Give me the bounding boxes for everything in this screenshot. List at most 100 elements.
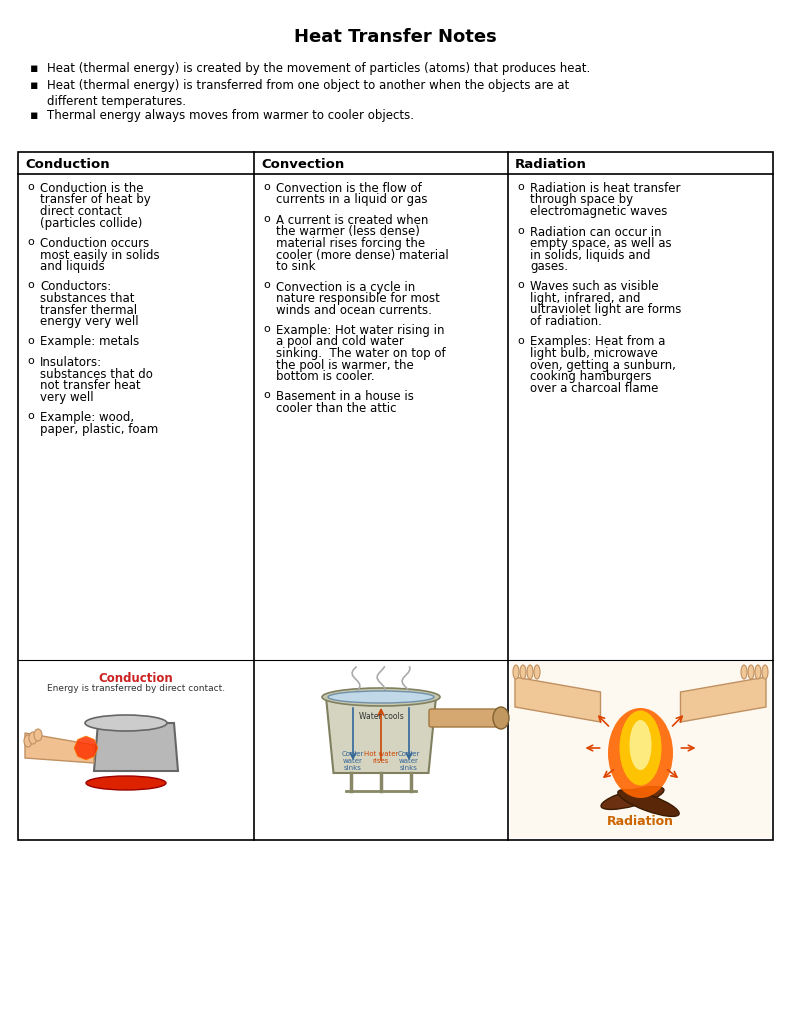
Text: transfer thermal: transfer thermal xyxy=(40,303,137,316)
Polygon shape xyxy=(515,677,600,722)
Polygon shape xyxy=(326,697,436,773)
Text: o: o xyxy=(263,214,270,224)
Ellipse shape xyxy=(608,708,673,798)
Text: Waves such as visible: Waves such as visible xyxy=(530,281,659,294)
Text: Conduction: Conduction xyxy=(99,672,173,685)
Ellipse shape xyxy=(527,665,533,679)
Text: Water cools: Water cools xyxy=(358,712,403,721)
Text: Heat (thermal energy) is created by the movement of particles (atoms) that produ: Heat (thermal energy) is created by the … xyxy=(47,62,590,75)
Text: Radiation: Radiation xyxy=(607,815,674,828)
Ellipse shape xyxy=(619,711,661,785)
Text: in solids, liquids and: in solids, liquids and xyxy=(530,249,650,261)
Text: Heat (thermal energy) is transferred from one object to another when the objects: Heat (thermal energy) is transferred fro… xyxy=(47,79,570,109)
Text: Examples: Heat from a: Examples: Heat from a xyxy=(530,336,665,348)
Text: Radiation: Radiation xyxy=(515,158,587,171)
Text: paper, plastic, foam: paper, plastic, foam xyxy=(40,423,158,435)
Text: ▪: ▪ xyxy=(30,62,39,75)
Text: ▪: ▪ xyxy=(30,109,39,122)
Bar xyxy=(18,152,773,840)
Text: transfer of heat by: transfer of heat by xyxy=(40,194,151,207)
Text: o: o xyxy=(517,182,524,193)
Text: empty space, as well as: empty space, as well as xyxy=(530,237,672,250)
Text: Example: wood,: Example: wood, xyxy=(40,411,134,424)
Text: substances that do: substances that do xyxy=(40,368,153,381)
Text: bottom is cooler.: bottom is cooler. xyxy=(276,370,375,383)
Text: o: o xyxy=(263,281,270,291)
Text: Energy is transferred by direct contact.: Energy is transferred by direct contact. xyxy=(47,684,225,693)
Text: most easily in solids: most easily in solids xyxy=(40,249,160,261)
Polygon shape xyxy=(25,733,94,763)
Text: Example: Hot water rising in: Example: Hot water rising in xyxy=(276,324,445,337)
Ellipse shape xyxy=(322,688,440,706)
Ellipse shape xyxy=(520,665,526,679)
Text: o: o xyxy=(27,182,34,193)
Text: Cooler
water
sinks: Cooler water sinks xyxy=(398,751,420,771)
Polygon shape xyxy=(680,677,766,722)
Bar xyxy=(20,662,252,838)
Bar xyxy=(510,662,771,838)
Text: through space by: through space by xyxy=(530,194,633,207)
Text: electromagnetic waves: electromagnetic waves xyxy=(530,205,668,218)
Text: sinking.  The water on top of: sinking. The water on top of xyxy=(276,347,445,360)
Ellipse shape xyxy=(328,691,434,703)
Text: o: o xyxy=(27,237,34,247)
Text: (particles collide): (particles collide) xyxy=(40,216,142,229)
Text: cooler than the attic: cooler than the attic xyxy=(276,402,396,415)
FancyBboxPatch shape xyxy=(429,709,498,727)
Text: ultraviolet light are forms: ultraviolet light are forms xyxy=(530,303,681,316)
Text: Basement in a house is: Basement in a house is xyxy=(276,390,414,403)
Text: Convection is the flow of: Convection is the flow of xyxy=(276,182,422,195)
Text: direct contact: direct contact xyxy=(40,205,122,218)
Text: o: o xyxy=(27,281,34,291)
Ellipse shape xyxy=(513,665,519,679)
Text: material rises forcing the: material rises forcing the xyxy=(276,237,425,250)
Ellipse shape xyxy=(86,776,166,790)
Ellipse shape xyxy=(741,665,747,679)
Text: Convection: Convection xyxy=(261,158,344,171)
Text: o: o xyxy=(263,324,270,334)
Text: o: o xyxy=(263,390,270,400)
Text: cooking hamburgers: cooking hamburgers xyxy=(530,370,652,383)
Text: Example: metals: Example: metals xyxy=(40,336,139,348)
Text: Radiation can occur in: Radiation can occur in xyxy=(530,225,661,239)
Text: Conductors:: Conductors: xyxy=(40,281,112,294)
Text: o: o xyxy=(263,182,270,193)
Text: o: o xyxy=(27,336,34,345)
Text: Cooler
water
sinks: Cooler water sinks xyxy=(342,751,364,771)
Ellipse shape xyxy=(24,735,32,746)
Ellipse shape xyxy=(534,665,540,679)
Polygon shape xyxy=(94,723,178,771)
Text: currents in a liquid or gas: currents in a liquid or gas xyxy=(276,194,427,207)
Text: A current is created when: A current is created when xyxy=(276,214,429,227)
Text: winds and ocean currents.: winds and ocean currents. xyxy=(276,303,432,316)
Text: Heat Transfer Notes: Heat Transfer Notes xyxy=(294,28,497,46)
Text: ▪: ▪ xyxy=(30,79,39,92)
Text: Conduction is the: Conduction is the xyxy=(40,182,143,195)
Text: energy very well: energy very well xyxy=(40,315,138,328)
Text: of radiation.: of radiation. xyxy=(530,315,602,328)
Ellipse shape xyxy=(85,715,167,731)
Text: a pool and cold water: a pool and cold water xyxy=(276,336,404,348)
Text: o: o xyxy=(27,411,34,421)
Text: cooler (more dense) material: cooler (more dense) material xyxy=(276,249,448,261)
Ellipse shape xyxy=(29,732,37,744)
Text: o: o xyxy=(517,281,524,291)
Text: nature responsible for most: nature responsible for most xyxy=(276,292,440,305)
Text: light, infrared, and: light, infrared, and xyxy=(530,292,641,305)
Text: Convection is a cycle in: Convection is a cycle in xyxy=(276,281,415,294)
Bar xyxy=(256,662,506,838)
Text: substances that: substances that xyxy=(40,292,134,305)
Text: Insulators:: Insulators: xyxy=(40,356,102,369)
Text: the warmer (less dense): the warmer (less dense) xyxy=(276,225,420,239)
Text: Radiation is heat transfer: Radiation is heat transfer xyxy=(530,182,680,195)
Ellipse shape xyxy=(34,729,42,741)
Text: Hot water
rises: Hot water rises xyxy=(364,751,398,764)
Text: Conduction: Conduction xyxy=(25,158,110,171)
Ellipse shape xyxy=(755,665,761,679)
Ellipse shape xyxy=(748,665,754,679)
Text: not transfer heat: not transfer heat xyxy=(40,379,141,392)
Text: Thermal energy always moves from warmer to cooler objects.: Thermal energy always moves from warmer … xyxy=(47,109,414,122)
Ellipse shape xyxy=(601,786,664,809)
Text: o: o xyxy=(27,356,34,366)
Ellipse shape xyxy=(630,720,652,770)
